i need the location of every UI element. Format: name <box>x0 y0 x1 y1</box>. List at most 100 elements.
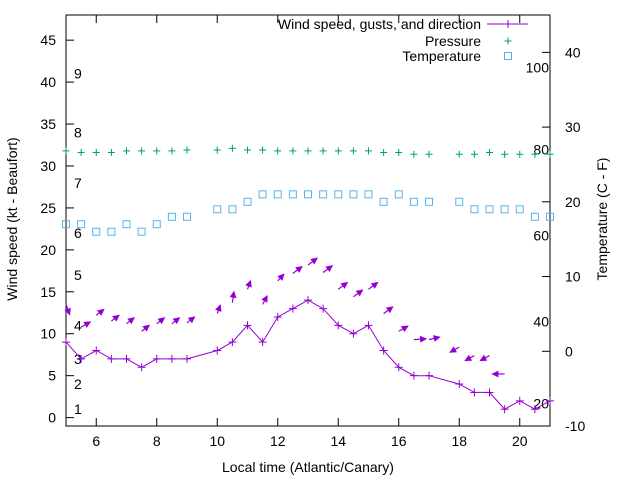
y-tick-label-left: 35 <box>40 116 56 132</box>
x-tick-label: 20 <box>512 433 528 449</box>
wind-speed-point <box>530 405 539 414</box>
wind-arrow-head <box>449 346 457 353</box>
wind-arrow <box>64 304 71 316</box>
wind-speed-point <box>258 338 267 347</box>
pressure-point <box>259 146 267 154</box>
y-tick-label-left: 5 <box>48 368 56 384</box>
wind-speed-point <box>304 296 312 305</box>
plot-frame <box>65 14 551 427</box>
wind-arrow-head <box>172 317 181 325</box>
wind-arrow <box>229 290 237 303</box>
temperature-point <box>107 227 116 236</box>
y-tick-label-right: 0 <box>565 343 573 359</box>
wind-speed-point <box>167 354 176 363</box>
wind-arrow-head <box>419 335 428 343</box>
beaufort-label: 1 <box>74 401 82 417</box>
wind-speed-point <box>546 396 554 405</box>
y-tick-label-left: 0 <box>48 410 56 426</box>
temperature-point <box>228 205 237 214</box>
wind-speed-point <box>379 346 388 355</box>
beaufort-label: 5 <box>74 267 82 283</box>
wind-arrow-head <box>229 290 237 299</box>
temperature-point <box>77 220 86 229</box>
x-tick-label: 8 <box>153 433 161 449</box>
wind-arrow-head <box>157 317 166 325</box>
temperature-point <box>152 220 161 229</box>
legend-label: Wind speed, gusts, and direction <box>278 16 481 32</box>
wind-speed-point <box>515 396 524 405</box>
temperature-point <box>167 212 176 221</box>
temperature-point <box>349 190 358 199</box>
wind-arrow <box>322 265 334 273</box>
wind-arrow-head <box>370 281 379 289</box>
wind-speed-point <box>213 346 222 355</box>
pressure-point <box>319 147 327 155</box>
y-tick-label-left: 45 <box>40 32 56 48</box>
temperature-point <box>379 197 388 206</box>
beaufort-label: 8 <box>74 124 82 140</box>
pressure-point <box>334 147 342 155</box>
wind-arrow <box>111 314 120 322</box>
temperature-point <box>273 190 282 199</box>
legend-marker <box>504 37 512 45</box>
wind-speed-point <box>228 338 237 347</box>
x-tick-label: 14 <box>330 433 346 449</box>
fahrenheit-label: 100 <box>526 59 550 75</box>
wind-arrow <box>491 370 505 378</box>
pressure-point <box>168 147 176 155</box>
wind-direction-arrows <box>64 257 505 378</box>
fahrenheit-label: 80 <box>533 142 549 158</box>
wind-arrow-head <box>215 304 222 312</box>
temperature-point <box>243 197 252 206</box>
temperature-point <box>500 205 509 214</box>
wind-arrow-head <box>295 265 303 273</box>
temperature-point <box>364 190 373 199</box>
y-tick-label-left: 10 <box>40 326 56 342</box>
fahrenheit-label: 60 <box>533 227 549 243</box>
pressure-point <box>349 147 357 155</box>
wind-arrow <box>383 306 394 315</box>
wind-speed-point <box>273 312 282 321</box>
wind-arrow <box>80 321 92 328</box>
y-tick-label-left: 25 <box>40 200 56 216</box>
legend-marker <box>504 52 512 60</box>
wind-arrow <box>428 335 441 342</box>
wind-arrow <box>126 317 135 325</box>
beaufort-label: 4 <box>74 317 82 333</box>
wind-speed-point <box>455 380 464 389</box>
temperature-point <box>183 212 191 221</box>
wind-arrow-head <box>97 308 105 316</box>
pressure-point <box>501 150 509 158</box>
wind-speed-point <box>243 321 252 330</box>
pressure-point <box>138 147 146 155</box>
wind-arrow-head <box>127 317 135 325</box>
wind-arrow-head <box>401 325 409 333</box>
temperature-point <box>92 227 101 236</box>
wind-arrow-head <box>310 257 318 265</box>
wind-arrow <box>398 325 409 333</box>
temperature-point <box>425 197 433 206</box>
wind-arrow <box>245 279 252 290</box>
wind-arrow <box>337 281 349 290</box>
wind-arrow <box>95 308 105 316</box>
x-tick-label: 16 <box>391 433 407 449</box>
pressure-point <box>546 150 554 158</box>
wind-arrow <box>479 354 490 362</box>
wind-speed-point <box>288 304 297 313</box>
pressure-point <box>486 149 493 157</box>
pressure-point <box>77 149 85 157</box>
wind-speed-point <box>319 304 328 313</box>
beaufort-label: 7 <box>74 175 82 191</box>
wind-arrow <box>413 335 428 343</box>
temperature-point <box>213 205 222 214</box>
wind-arrow-head <box>385 306 394 314</box>
x-tick-label: 6 <box>92 433 100 449</box>
series-1 <box>62 144 554 158</box>
wind-arrow <box>277 273 285 282</box>
wind-speed-point <box>122 354 131 363</box>
pressure-point <box>531 150 539 158</box>
wind-arrow-head <box>340 281 349 289</box>
